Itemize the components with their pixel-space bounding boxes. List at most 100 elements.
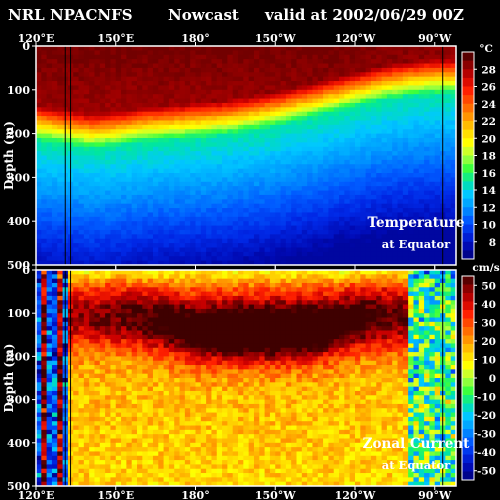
heatmap-cell xyxy=(179,120,186,126)
heatmap-cell xyxy=(89,421,95,427)
heatmap-cell xyxy=(158,85,165,91)
heatmap-cell xyxy=(232,137,239,143)
heatmap-cell xyxy=(243,67,250,73)
heatmap-cell xyxy=(184,173,191,178)
heatmap-cell xyxy=(424,194,430,200)
heatmap-cell xyxy=(360,107,367,113)
heatmap-cell xyxy=(78,395,85,401)
heatmap-cell xyxy=(94,142,101,148)
heatmap-cell xyxy=(46,464,53,470)
heatmap-cell xyxy=(211,124,218,130)
heatmap-cell xyxy=(418,164,425,170)
heatmap-cell xyxy=(354,168,361,174)
heatmap-cell xyxy=(216,63,223,69)
heatmap-cell xyxy=(105,386,111,392)
heatmap-cell xyxy=(376,251,383,257)
heatmap-cell xyxy=(195,137,202,143)
heatmap-cell xyxy=(264,208,271,213)
heatmap-cell xyxy=(126,190,133,196)
heatmap-cell xyxy=(397,89,404,95)
heatmap-cell xyxy=(195,229,202,235)
heatmap-cell xyxy=(248,102,255,108)
heatmap-cell xyxy=(36,330,42,336)
heatmap-cell xyxy=(450,221,457,227)
heatmap-cell xyxy=(41,181,48,187)
heatmap-cell xyxy=(168,120,175,126)
heatmap-cell xyxy=(57,63,64,69)
heatmap-cell xyxy=(200,146,207,152)
heatmap-cell xyxy=(211,177,218,183)
heatmap-cell xyxy=(413,94,420,100)
heatmap-cell xyxy=(195,46,202,51)
heatmap-cell xyxy=(57,321,64,327)
heatmap-cell xyxy=(94,412,101,418)
heatmap-cell xyxy=(51,194,58,200)
heatmap-cell xyxy=(57,455,64,461)
heatmap-cell xyxy=(206,155,212,161)
heatmap-cell xyxy=(78,369,85,375)
heatmap-cell xyxy=(285,251,292,257)
heatmap-cell xyxy=(248,67,255,73)
heatmap-cell xyxy=(296,186,303,192)
heatmap-cell xyxy=(83,399,90,405)
heatmap-cell xyxy=(158,63,165,69)
heatmap-cell xyxy=(57,247,64,253)
heatmap-cell xyxy=(57,208,64,213)
heatmap-cell xyxy=(253,94,260,100)
heatmap-cell xyxy=(142,142,149,148)
heatmap-cell xyxy=(73,199,80,205)
heatmap-cell xyxy=(73,247,80,253)
heatmap-cell xyxy=(99,282,106,288)
heatmap-cell xyxy=(78,434,85,439)
heatmap-cell xyxy=(424,208,430,213)
heatmap-cell xyxy=(307,94,313,100)
heatmap-cell xyxy=(344,229,351,235)
heatmap-cell xyxy=(51,399,58,405)
heatmap-cell xyxy=(105,76,111,82)
heatmap-cell xyxy=(206,76,212,82)
heatmap-cell xyxy=(110,63,117,69)
heatmap-cell xyxy=(78,382,85,388)
heatmap-cell xyxy=(99,295,106,301)
heatmap-cell xyxy=(301,159,308,165)
heatmap-cell xyxy=(99,455,106,461)
heatmap-cell xyxy=(99,151,106,156)
heatmap-cell xyxy=(248,54,255,60)
heatmap-cell xyxy=(121,63,127,69)
heatmap-cell xyxy=(243,256,250,262)
heatmap-cell xyxy=(238,124,244,130)
heatmap-cell xyxy=(131,334,138,340)
heatmap-cell xyxy=(227,120,234,126)
heatmap-cell xyxy=(163,85,170,91)
heatmap-cell xyxy=(344,221,351,227)
heatmap-cell xyxy=(195,94,202,100)
heatmap-cell xyxy=(291,81,298,86)
heatmap-cell xyxy=(195,81,202,86)
heatmap-cell xyxy=(78,116,85,121)
heatmap-cell xyxy=(307,98,313,104)
heatmap-cell xyxy=(243,76,250,82)
heatmap-cell xyxy=(365,120,372,126)
heatmap-cell xyxy=(280,146,287,152)
heatmap-cell xyxy=(354,124,361,130)
heatmap-cell xyxy=(190,67,196,73)
heatmap-cell xyxy=(200,76,207,82)
heatmap-cell xyxy=(89,111,95,117)
heatmap-cell xyxy=(190,142,196,148)
heatmap-cell xyxy=(291,190,298,196)
heatmap-cell xyxy=(126,186,133,192)
heatmap-cell xyxy=(328,247,335,253)
heatmap-cell xyxy=(152,124,159,130)
heatmap-cell xyxy=(370,50,377,56)
heatmap-cell xyxy=(301,194,308,200)
heatmap-cell xyxy=(121,137,127,143)
heatmap-cell xyxy=(115,168,122,174)
heatmap-cell xyxy=(424,155,430,161)
heatmap-cell xyxy=(83,124,90,130)
heatmap-cell xyxy=(413,146,420,152)
heatmap-cell xyxy=(99,291,106,297)
heatmap-cell xyxy=(36,455,42,461)
heatmap-cell xyxy=(323,194,329,200)
heatmap-cell xyxy=(190,203,196,209)
heatmap-cell xyxy=(301,243,308,248)
